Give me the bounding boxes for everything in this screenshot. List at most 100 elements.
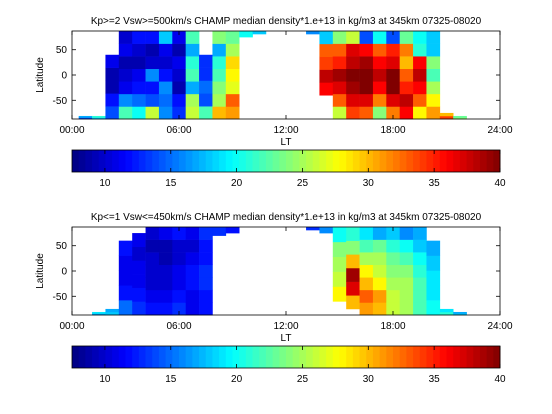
heatmap-cell: [199, 106, 213, 120]
heatmap-cell: [426, 56, 441, 70]
colorbar-segment: [112, 150, 120, 172]
colorbar-segment: [446, 346, 454, 368]
colorbar-segment: [299, 346, 307, 368]
heatmap-cell: [332, 31, 347, 44]
heatmap-cell: [413, 31, 427, 44]
colorbar-segment: [479, 346, 488, 368]
colorbar-segment: [192, 150, 200, 172]
colorbar-segment: [138, 346, 146, 368]
colorbar-segment: [152, 150, 160, 172]
colorbar-segment: [179, 346, 187, 368]
heatmap-cell: [172, 93, 186, 107]
colorbar-segment: [346, 150, 354, 172]
heatmap-cell: [346, 254, 360, 269]
heatmap-cell: [118, 93, 133, 107]
heatmap-cell: [185, 227, 200, 240]
heatmap-cell: [319, 56, 334, 70]
y-tick-label: 0: [61, 267, 67, 278]
heatmap-cell: [145, 289, 160, 303]
colorbar-segment: [419, 346, 427, 368]
colorbar-segment: [272, 346, 280, 368]
colorbar-segment: [125, 150, 133, 172]
heatmap-cell: [332, 43, 347, 57]
heatmap-cell: [346, 81, 360, 95]
heatmap-cell: [185, 289, 200, 303]
heatmap-cell: [118, 31, 133, 44]
heatmap-cell: [359, 43, 374, 57]
heatmap-cell: [413, 302, 427, 316]
heatmap-cell: [172, 68, 186, 82]
heatmap-cell: [158, 56, 173, 70]
heatmap-cell: [426, 106, 441, 120]
heatmap-cell: [225, 56, 240, 70]
heatmap-cell: [332, 241, 347, 258]
colorbar-segment: [185, 150, 193, 172]
heatmap-cell: [426, 285, 441, 301]
heatmap-cell: [158, 81, 173, 95]
heatmap-cell: [372, 56, 387, 70]
colorbar-segment: [493, 150, 501, 172]
heatmap-cell: [426, 300, 441, 316]
heatmap-cell: [172, 277, 186, 291]
heatmap-cell: [185, 239, 200, 253]
heatmap-cell: [359, 289, 374, 303]
colorbar-segment: [359, 346, 367, 368]
colorbar-segment: [393, 346, 401, 368]
heatmap-cell: [319, 43, 334, 57]
heatmap-cell: [199, 93, 213, 107]
colorbar-segment: [386, 346, 394, 368]
heatmap-cell: [199, 264, 213, 278]
colorbar-segment: [239, 346, 247, 368]
heatmap-cell: [199, 67, 213, 81]
colorbar-segment: [493, 346, 501, 368]
heatmap-cell: [359, 264, 374, 278]
heatmap-cell: [172, 227, 186, 240]
heatmap-cell: [185, 31, 200, 44]
colorbar-segment: [286, 150, 294, 172]
colorbar-segment: [118, 150, 126, 172]
x-tick-label: 24:00: [487, 125, 512, 136]
heatmap-cell: [145, 252, 160, 266]
heatmap-cell: [105, 311, 120, 316]
colorbar-segment: [279, 346, 287, 368]
heatmap-cell: [426, 81, 441, 95]
colorbar-segment: [319, 346, 327, 368]
heatmap-cell: [346, 93, 360, 107]
heatmap-cell: [359, 239, 374, 253]
colorbar-tick-label: 35: [429, 374, 441, 385]
colorbar-segment: [85, 346, 93, 368]
colorbar-segment: [205, 150, 213, 172]
heatmap-cell: [132, 301, 146, 316]
colorbar-segment: [366, 346, 374, 368]
colorbar-tick-label: 25: [297, 374, 309, 385]
heatmap-cell: [359, 31, 374, 44]
heatmap-cell: [372, 31, 387, 44]
heatmap-cell: [399, 227, 414, 240]
x-axis-label: LT: [281, 137, 292, 148]
heatmap-cell: [145, 277, 160, 291]
colorbar-segment: [372, 150, 381, 172]
heatmap-cell: [145, 68, 160, 82]
colorbar-segment: [379, 150, 387, 172]
colorbar-segment: [78, 346, 86, 368]
heatmap-cell: [132, 106, 146, 120]
heatmap-cell: [372, 93, 387, 107]
heatmap-cell: [199, 289, 213, 303]
heatmap-cell: [372, 302, 387, 316]
heatmap-cell: [372, 227, 387, 240]
colorbar-segment: [453, 150, 461, 172]
heatmap-cell: [426, 255, 441, 271]
heatmap-cell: [145, 81, 160, 95]
heatmap-cell: [372, 252, 387, 266]
colorbar-segment: [212, 346, 220, 368]
heatmap-cell: [132, 31, 146, 44]
heatmap-cell: [426, 240, 441, 256]
colorbar-segment: [393, 150, 401, 172]
colorbar-segment: [98, 346, 106, 368]
heatmap-cell: [132, 246, 146, 261]
heatmap-cell: [332, 68, 347, 82]
heatmap-cell: [386, 106, 400, 120]
heatmap-cell: [386, 227, 400, 240]
heatmap-cell: [185, 252, 200, 266]
heatmap-cell: [332, 106, 347, 120]
